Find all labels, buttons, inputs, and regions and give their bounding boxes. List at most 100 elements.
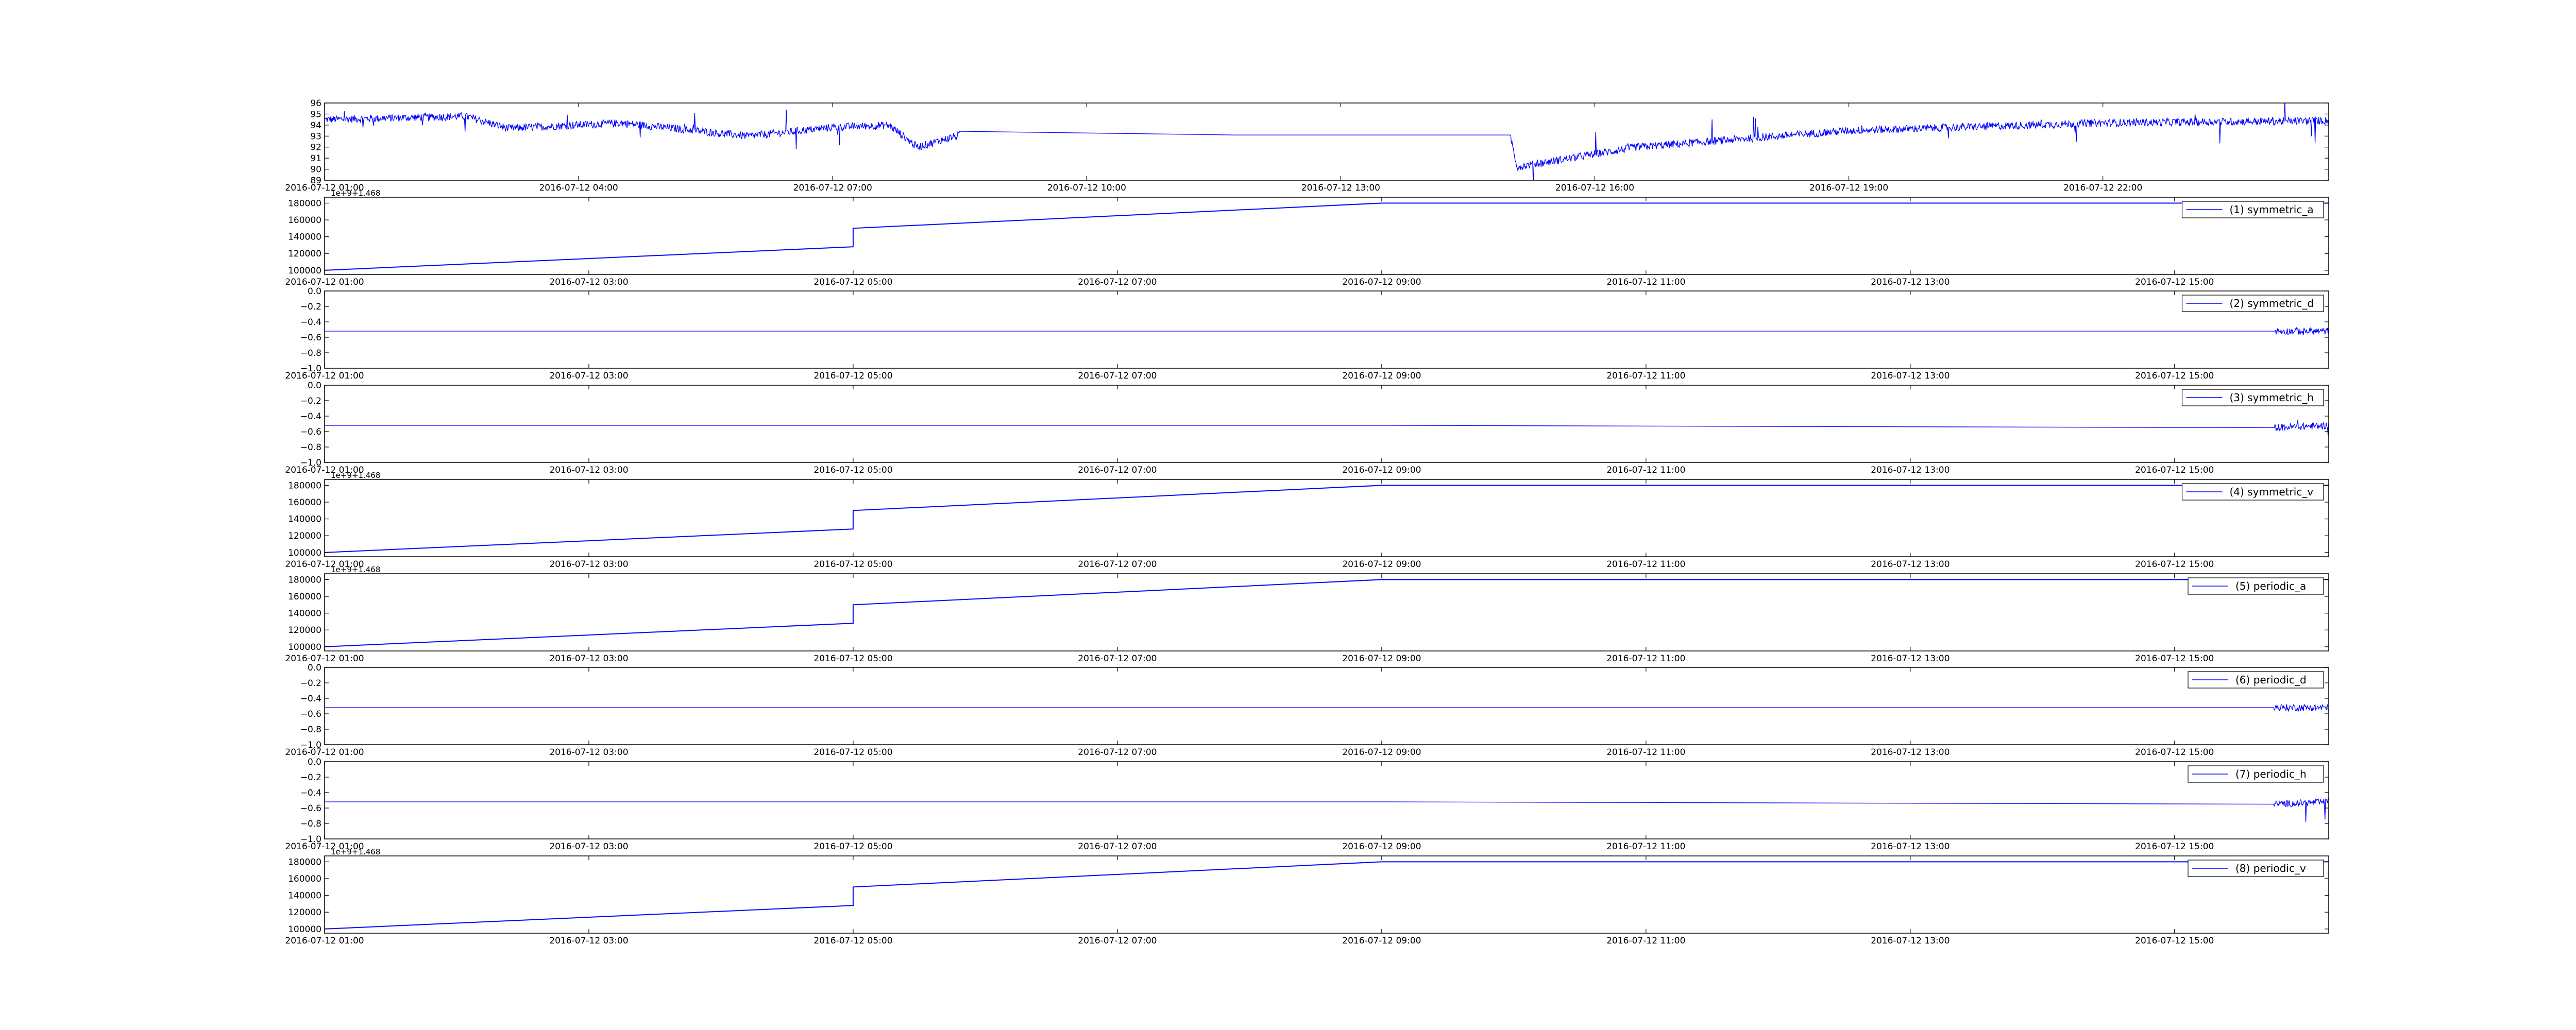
panel-8: 100000 120000 140000 160000 180000 2016-07-12…	[285, 847, 2329, 946]
y-tick-label: −1.0	[300, 834, 321, 845]
x-tick-label: 2016-07-12 05:00	[814, 559, 892, 570]
y-tick-label: 100000	[288, 924, 321, 935]
x-tick-label: 2016-07-12 01:00	[285, 747, 364, 758]
x-tick-label: 2016-07-12 07:00	[1078, 465, 1157, 475]
y-tick-label: −0.2	[300, 396, 321, 406]
x-tick-label: 2016-07-12 03:00	[549, 371, 628, 381]
y-tick-label: 93	[310, 131, 321, 142]
offset-text: 1e+9+1.468	[331, 188, 380, 198]
x-tick-label: 2016-07-12 15:00	[2135, 371, 2214, 381]
y-tick-label: 0.0	[308, 381, 321, 391]
axes-frame	[324, 761, 2329, 839]
offset-text: 1e+9+1.468	[331, 847, 380, 856]
y-tick-label: 0.0	[308, 286, 321, 297]
x-tick-label: 2016-07-12 03:00	[549, 936, 628, 946]
x-tick-label: 2016-07-12 09:00	[1342, 747, 1421, 758]
x-tick-label: 2016-07-12 11:00	[1606, 936, 1685, 946]
legend-label: (8) periodic_v	[2235, 862, 2306, 874]
y-tick-label: 95	[310, 109, 321, 119]
legend: (7) periodic_h	[2188, 765, 2324, 783]
legend-label: (5) periodic_a	[2235, 580, 2306, 592]
series-line-8-0	[325, 861, 2329, 930]
y-tick-label: −0.6	[300, 709, 321, 719]
x-tick-label: 2016-07-12 05:00	[814, 842, 892, 852]
legend: (4) symmetric_v	[2181, 483, 2324, 501]
x-tick-label: 2016-07-12 05:00	[814, 465, 892, 475]
panel-5: 100000 120000 140000 160000 180000 2016-07-12…	[285, 565, 2329, 664]
y-tick-label: 160000	[288, 497, 321, 508]
x-tick-label: 2016-07-12 01:00	[285, 559, 364, 570]
offset-text: 1e+9+1.468	[331, 565, 380, 574]
x-tick-label: 2016-07-12 03:00	[549, 842, 628, 852]
panel-1: 100000 120000 140000 160000 180000 2016-07-12…	[285, 188, 2329, 287]
x-tick-label: 2016-07-12 19:00	[1809, 183, 1888, 193]
x-tick-label: 2016-07-12 15:00	[2135, 559, 2214, 570]
y-tick-label: 160000	[288, 874, 321, 884]
x-tick-label: 2016-07-12 09:00	[1342, 465, 1421, 475]
x-tick-label: 2016-07-12 01:00	[285, 936, 364, 946]
series-line-7-0	[325, 797, 2329, 822]
x-tick-label: 2016-07-12 13:00	[1871, 465, 1950, 475]
x-tick-label: 2016-07-12 22:00	[2063, 183, 2142, 193]
legend: (8) periodic_v	[2188, 860, 2324, 877]
x-tick-label: 2016-07-12 05:00	[814, 747, 892, 758]
x-tick-label: 2016-07-12 15:00	[2135, 747, 2214, 758]
x-tick-label: 2016-07-12 15:00	[2135, 842, 2214, 852]
y-tick-label: 180000	[288, 480, 321, 491]
legend: (5) periodic_a	[2188, 577, 2324, 595]
x-tick-label: 2016-07-12 15:00	[2135, 277, 2214, 287]
series-line-6-0	[325, 703, 2329, 712]
y-tick-label: −0.6	[300, 427, 321, 437]
legend-label: (7) periodic_h	[2235, 768, 2307, 780]
x-tick-label: 2016-07-12 01:00	[285, 183, 364, 193]
y-tick-label: 140000	[288, 514, 321, 525]
axes-frame	[324, 479, 2329, 557]
series-line-1-0	[325, 202, 2329, 271]
y-tick-label: −0.4	[300, 411, 321, 422]
y-tick-label: 180000	[288, 198, 321, 209]
legend-label: (4) symmetric_v	[2230, 486, 2314, 498]
y-tick-label: 89	[310, 176, 321, 186]
offset-text: 1e+9+1.468	[331, 471, 380, 480]
x-tick-label: 2016-07-12 13:00	[1871, 747, 1950, 758]
series-line-0-0	[325, 103, 2329, 180]
legend-label: (1) symmetric_a	[2230, 203, 2314, 216]
axes-frame	[324, 855, 2329, 934]
y-tick-label: 120000	[288, 249, 321, 259]
x-tick-label: 2016-07-12 04:00	[539, 183, 618, 193]
x-tick-label: 2016-07-12 13:00	[1301, 183, 1380, 193]
y-tick-label: 100000	[288, 266, 321, 276]
y-tick-label: −0.6	[300, 333, 321, 343]
panel-6: −1.0 −0.8 −0.6 −0.4 −0.2 0.0 2016-07-12 01:00 2…	[285, 663, 2329, 758]
x-tick-label: 2016-07-12 07:00	[1078, 371, 1157, 381]
x-tick-label: 2016-07-12 11:00	[1606, 371, 1685, 381]
x-tick-label: 2016-07-12 01:00	[285, 371, 364, 381]
x-tick-label: 2016-07-12 03:00	[549, 747, 628, 758]
x-tick-label: 2016-07-12 13:00	[1871, 277, 1950, 287]
y-tick-label: 91	[310, 153, 321, 164]
y-tick-label: −0.8	[300, 725, 321, 735]
y-tick-label: −1.0	[300, 740, 321, 750]
x-tick-label: 2016-07-12 15:00	[2135, 936, 2214, 946]
legend: (6) periodic_d	[2188, 671, 2324, 689]
x-tick-label: 2016-07-12 11:00	[1606, 654, 1685, 664]
x-tick-label: 2016-07-12 07:00	[793, 183, 872, 193]
y-tick-label: 96	[310, 98, 321, 109]
y-tick-label: 0.0	[308, 663, 321, 673]
y-tick-label: 180000	[288, 575, 321, 585]
series-line-3-0	[325, 420, 2329, 436]
x-tick-label: 2016-07-12 05:00	[814, 277, 892, 287]
y-tick-label: −0.8	[300, 348, 321, 358]
x-tick-label: 2016-07-12 03:00	[549, 559, 628, 570]
y-tick-label: −0.4	[300, 694, 321, 704]
x-tick-label: 2016-07-12 05:00	[814, 654, 892, 664]
legend-label: (3) symmetric_h	[2230, 391, 2314, 404]
y-tick-label: 140000	[288, 891, 321, 901]
x-tick-label: 2016-07-12 01:00	[285, 842, 364, 852]
y-tick-label: 120000	[288, 531, 321, 541]
y-tick-label: 0.0	[308, 757, 321, 767]
x-tick-label: 2016-07-12 15:00	[2135, 654, 2214, 664]
y-tick-label: −0.4	[300, 317, 321, 328]
x-tick-label: 2016-07-12 03:00	[549, 654, 628, 664]
